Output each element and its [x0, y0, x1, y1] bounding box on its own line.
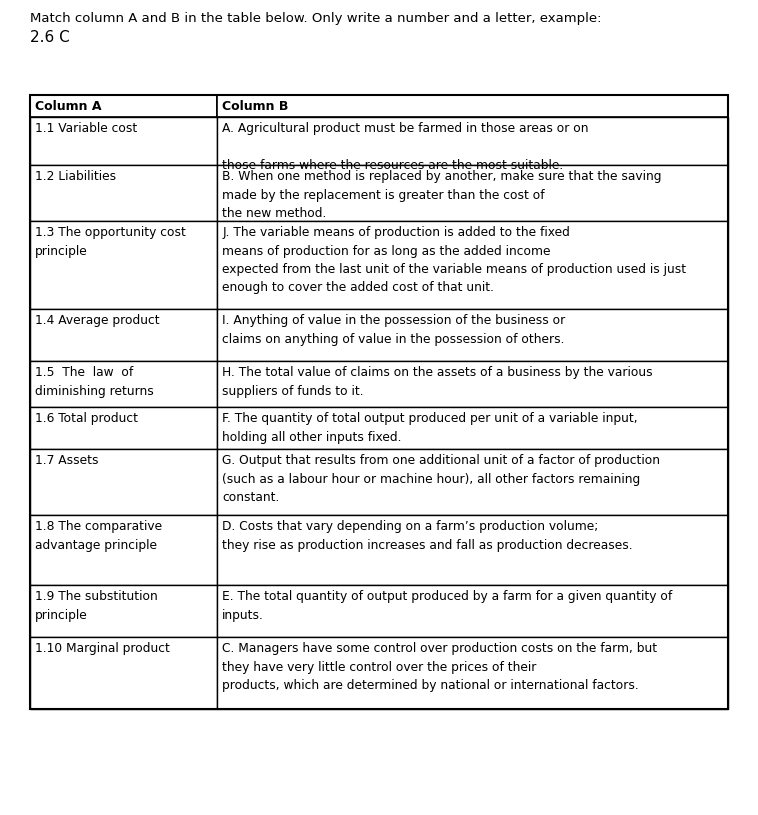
Text: E. The total quantity of output produced by a farm for a given quantity of
input: E. The total quantity of output produced… — [222, 590, 672, 622]
Bar — [217, 637, 728, 709]
Bar — [217, 361, 728, 407]
Text: 1.8 The comparative
advantage principle: 1.8 The comparative advantage principle — [35, 520, 162, 552]
Bar — [30, 585, 217, 637]
Text: H. The total value of claims on the assets of a business by the various
supplier: H. The total value of claims on the asse… — [222, 366, 653, 398]
Text: A. Agricultural product must be farmed in those areas or on

those farms where t: A. Agricultural product must be farmed i… — [222, 122, 588, 172]
Bar — [217, 449, 728, 515]
Bar — [217, 165, 728, 221]
Text: 2.6 C: 2.6 C — [30, 30, 70, 45]
Text: 1.3 The opportunity cost
principle: 1.3 The opportunity cost principle — [35, 226, 186, 258]
Bar — [30, 95, 217, 117]
Text: J. The variable means of production is added to the fixed
means of production fo: J. The variable means of production is a… — [222, 226, 686, 294]
Text: F. The quantity of total output produced per unit of a variable input,
holding a: F. The quantity of total output produced… — [222, 412, 637, 443]
Bar — [30, 117, 217, 165]
Bar — [217, 221, 728, 309]
Bar — [30, 309, 217, 361]
Bar — [30, 449, 217, 515]
Bar — [30, 637, 217, 709]
Bar — [30, 515, 217, 585]
Bar — [217, 117, 728, 165]
Bar — [217, 585, 728, 637]
Text: B. When one method is replaced by another, make sure that the saving
made by the: B. When one method is replaced by anothe… — [222, 170, 662, 220]
Text: 1.10 Marginal product: 1.10 Marginal product — [35, 642, 170, 655]
Text: 1.9 The substitution
principle: 1.9 The substitution principle — [35, 590, 158, 622]
Text: I. Anything of value in the possession of the business or
claims on anything of : I. Anything of value in the possession o… — [222, 314, 565, 346]
Bar — [30, 221, 217, 309]
Bar — [217, 309, 728, 361]
Text: G. Output that results from one additional unit of a factor of production
(such : G. Output that results from one addition… — [222, 454, 660, 504]
Bar — [30, 407, 217, 449]
Bar — [30, 361, 217, 407]
Text: 1.5  The  law  of
diminishing returns: 1.5 The law of diminishing returns — [35, 366, 154, 398]
Bar — [30, 165, 217, 221]
Text: 1.2 Liabilities: 1.2 Liabilities — [35, 170, 116, 183]
Text: 1.7 Assets: 1.7 Assets — [35, 454, 99, 467]
Bar — [217, 95, 728, 117]
Text: C. Managers have some control over production costs on the farm, but
they have v: C. Managers have some control over produ… — [222, 642, 657, 692]
Text: 1.6 Total product: 1.6 Total product — [35, 412, 138, 425]
Text: Match column A and B in the table below. Only write a number and a letter, examp: Match column A and B in the table below.… — [30, 12, 602, 25]
Text: 1.1 Variable cost: 1.1 Variable cost — [35, 122, 137, 135]
Text: 1.4 Average product: 1.4 Average product — [35, 314, 160, 327]
Text: Column A: Column A — [35, 100, 102, 113]
Text: Column B: Column B — [222, 100, 289, 113]
Bar — [217, 407, 728, 449]
Bar — [30, 95, 728, 709]
Text: D. Costs that vary depending on a farm’s production volume;
they rise as product: D. Costs that vary depending on a farm’s… — [222, 520, 633, 570]
Bar — [217, 515, 728, 585]
